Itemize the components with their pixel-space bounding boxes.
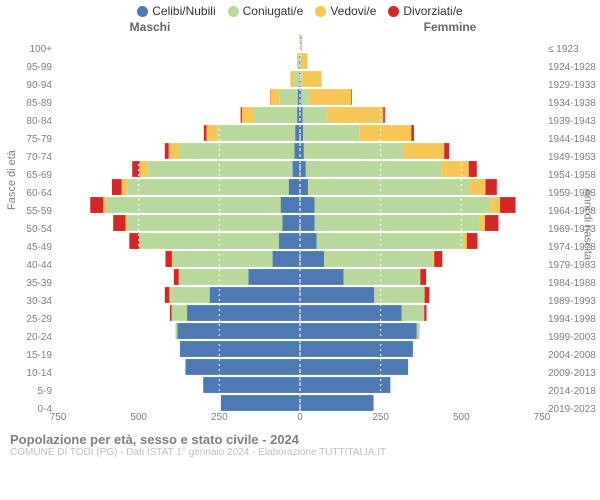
birth-year-label: ≤ 1923	[548, 44, 600, 55]
age-label: 50-54	[0, 224, 52, 235]
header-female: Femmine	[300, 20, 600, 34]
age-label: 5-9	[0, 386, 52, 397]
age-label: 15-19	[0, 350, 52, 361]
birth-year-label: 1949-1953	[548, 152, 600, 163]
legend-item-coniugati: Coniugati/e	[228, 4, 304, 18]
birth-year-label: 1994-1998	[548, 314, 600, 325]
age-labels: 100+95-9990-9485-8980-8475-7970-7465-696…	[0, 40, 56, 418]
age-label: 0-4	[0, 404, 52, 415]
gender-headers: Maschi Femmine	[0, 20, 600, 34]
birth-year-label: 2009-2013	[548, 368, 600, 379]
age-label: 90-94	[0, 80, 52, 91]
birth-year-label: 1999-2003	[548, 332, 600, 343]
x-tick: 250	[211, 412, 228, 423]
x-tick: 750	[534, 412, 551, 423]
chart-container: Celibi/Nubili Coniugati/e Vedovi/e Divor…	[0, 0, 600, 500]
age-label: 30-34	[0, 296, 52, 307]
birth-year-label: 1939-1943	[548, 116, 600, 127]
birth-year-label: 1979-1983	[548, 260, 600, 271]
birth-year-label: 1924-1928	[548, 62, 600, 73]
x-axis-ticks: 7505002500250500750	[58, 412, 542, 428]
legend: Celibi/Nubili Coniugati/e Vedovi/e Divor…	[0, 0, 600, 18]
birth-year-label: 2014-2018	[548, 386, 600, 397]
age-label: 20-24	[0, 332, 52, 343]
footer: Popolazione per età, sesso e stato civil…	[0, 428, 600, 458]
legend-label: Coniugati/e	[243, 4, 304, 18]
legend-item-celibi: Celibi/Nubili	[137, 4, 215, 18]
age-label: 85-89	[0, 98, 52, 109]
header-male: Maschi	[0, 20, 300, 34]
birth-year-label: 1984-1988	[548, 278, 600, 289]
x-tick: 0	[297, 412, 303, 423]
birth-year-label: 1944-1948	[548, 134, 600, 145]
age-label: 40-44	[0, 260, 52, 271]
x-tick: 750	[50, 412, 67, 423]
legend-swatch	[388, 6, 399, 17]
legend-swatch	[228, 6, 239, 17]
x-tick: 250	[372, 412, 389, 423]
legend-swatch	[315, 6, 326, 17]
plot-area	[58, 34, 542, 412]
birth-year-label: 2004-2008	[548, 350, 600, 361]
y-axis-title-right: Anni di nascita	[582, 188, 594, 260]
age-label: 95-99	[0, 62, 52, 73]
birth-year-label: 1934-1938	[548, 98, 600, 109]
legend-item-vedovi: Vedovi/e	[315, 4, 376, 18]
y-axis-title-left: Fasce di età	[6, 150, 18, 210]
age-label: 10-14	[0, 368, 52, 379]
legend-item-divorziati: Divorziati/e	[388, 4, 462, 18]
pyramid-svg	[58, 34, 542, 412]
age-label: 100+	[0, 44, 52, 55]
birth-year-label: 2019-2023	[548, 404, 600, 415]
legend-label: Vedovi/e	[330, 4, 376, 18]
x-tick: 500	[130, 412, 147, 423]
x-tick: 500	[453, 412, 470, 423]
legend-label: Divorziati/e	[403, 4, 462, 18]
birth-year-label: 1989-1993	[548, 296, 600, 307]
legend-label: Celibi/Nubili	[152, 4, 215, 18]
birth-year-label: 1954-1958	[548, 170, 600, 181]
age-label: 35-39	[0, 278, 52, 289]
age-label: 75-79	[0, 134, 52, 145]
age-label: 25-29	[0, 314, 52, 325]
chart-title: Popolazione per età, sesso e stato civil…	[10, 432, 590, 447]
age-label: 80-84	[0, 116, 52, 127]
age-label: 45-49	[0, 242, 52, 253]
birth-year-label: 1929-1933	[548, 80, 600, 91]
chart-subtitle: COMUNE DI TODI (PG) - Dati ISTAT 1° genn…	[10, 447, 590, 458]
legend-swatch	[137, 6, 148, 17]
